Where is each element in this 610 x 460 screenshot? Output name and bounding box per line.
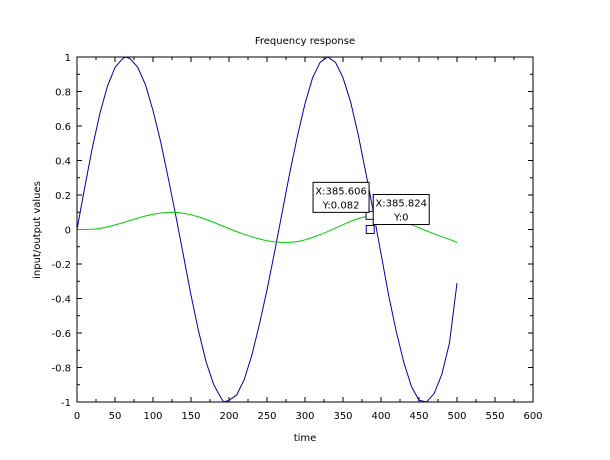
y-tick-label: -1 [61, 398, 71, 409]
x-tick-label: 0 [74, 411, 80, 422]
datatip-1: X:385.606 Y:0.082 [312, 181, 375, 220]
y-tick-label: 1 [65, 53, 71, 64]
datatip-x-label: X:385.824 [375, 199, 427, 210]
plot-frame [76, 56, 534, 403]
y-tick-label: 0 [65, 226, 71, 237]
datatip-box [312, 181, 370, 213]
y-axis-ticks: -1 -0.8 -0.6 -0.4 -0.2 0 0.2 0.4 0.6 0.8 1 [51, 53, 533, 409]
datatips-layer: X:385.606 Y:0.082 X:385.824 Y:0 [312, 181, 430, 234]
y-tick-label: 0.8 [55, 88, 71, 99]
y-tick-label: -0.4 [51, 295, 71, 306]
y-tick-label: 0.4 [55, 157, 71, 168]
x-tick-label: 550 [485, 411, 504, 422]
x-tick-label: 600 [523, 411, 542, 422]
y-tick-label: 0.6 [55, 122, 71, 133]
x-tick-label: 450 [409, 411, 428, 422]
x-tick-label: 50 [109, 411, 122, 422]
x-axis-ticks: 0 50 100 150 200 250 300 350 400 450 500 550 600 [74, 57, 543, 422]
chart-title: Frequency response [255, 36, 355, 47]
x-tick-label: 200 [219, 411, 238, 422]
datatip-x-label: X:385.606 [315, 186, 367, 197]
datatip-box [372, 194, 430, 225]
x-tick-label: 250 [257, 411, 276, 422]
datatip-marker [365, 225, 375, 234]
x-tick-label: 300 [295, 411, 314, 422]
x-tick-label: 400 [371, 411, 390, 422]
y-tick-label: -0.6 [51, 329, 71, 340]
x-tick-label: 150 [181, 411, 200, 422]
x-tick-label: 350 [333, 411, 352, 422]
datatip-y-label: Y:0.082 [322, 200, 360, 211]
series-line-1 [76, 56, 458, 403]
y-tick-label: -0.2 [51, 260, 71, 271]
datatip-y-label: Y:0 [393, 213, 409, 224]
x-tick-label: 500 [447, 411, 466, 422]
y-tick-label: 0.2 [55, 191, 71, 202]
x-tick-label: 100 [143, 411, 162, 422]
y-tick-label: -0.8 [51, 364, 71, 375]
datatip-2: X:385.824 Y:0 [365, 194, 430, 234]
x-axis-title: time [294, 433, 317, 444]
y-axis-title: input/output values [32, 181, 43, 279]
